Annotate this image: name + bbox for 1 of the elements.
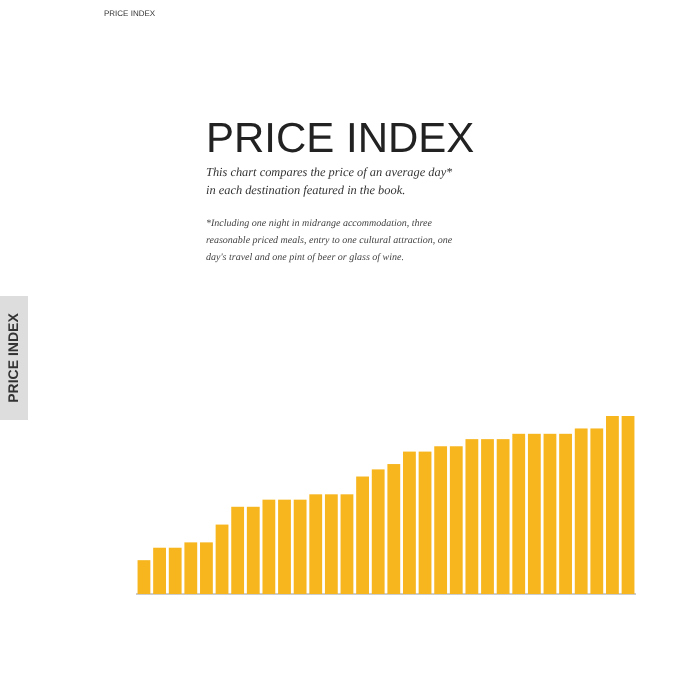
- chart-title: PRICE INDEX: [206, 116, 475, 162]
